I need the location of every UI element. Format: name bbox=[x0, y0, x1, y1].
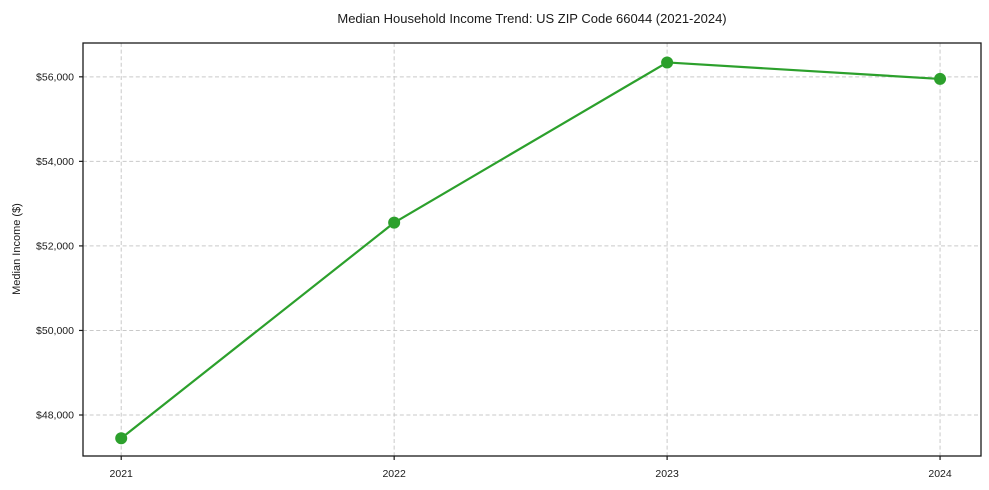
y-tick-label: $48,000 bbox=[36, 410, 74, 422]
data-point-marker bbox=[661, 56, 674, 69]
y-tick-label: $54,000 bbox=[36, 156, 74, 168]
x-tick-label: 2023 bbox=[655, 468, 679, 480]
y-tick-label: $50,000 bbox=[36, 325, 74, 337]
y-axis-label: Median Income ($) bbox=[11, 203, 23, 295]
trend-line bbox=[120, 61, 942, 440]
plot-border bbox=[82, 42, 982, 457]
axes-layer: $48,000 $50,000 $52,000 $54,000 $56,000 2021 2… bbox=[36, 42, 982, 480]
y-tick-label: $56,000 bbox=[36, 72, 74, 84]
x-tick-label: 2021 bbox=[110, 468, 134, 480]
data-series-layer bbox=[115, 56, 947, 445]
y-tick-label: $52,000 bbox=[36, 241, 74, 253]
x-tick-label: 2024 bbox=[928, 468, 952, 480]
gridlines-layer bbox=[83, 43, 981, 456]
data-point-marker bbox=[115, 432, 128, 445]
chart-title: Median Household Income Trend: US ZIP Co… bbox=[337, 11, 726, 26]
data-point-marker bbox=[934, 72, 947, 85]
x-tick-label: 2022 bbox=[382, 468, 406, 480]
data-point-marker bbox=[388, 216, 401, 229]
